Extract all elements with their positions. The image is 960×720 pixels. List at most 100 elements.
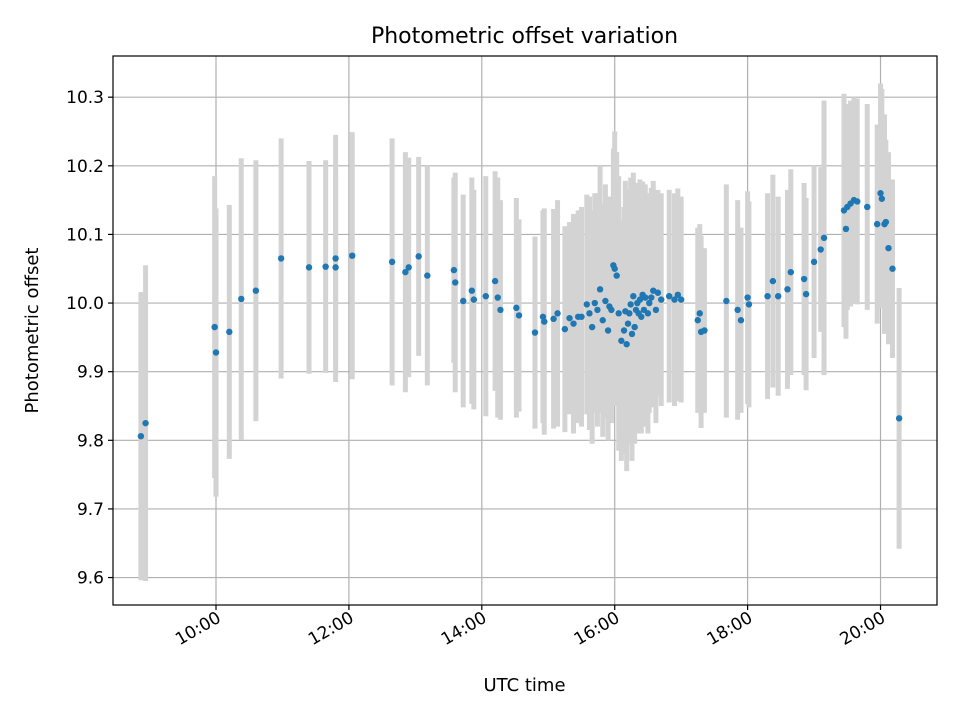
data-point bbox=[671, 296, 678, 303]
data-point bbox=[482, 292, 489, 300]
data-point bbox=[460, 297, 467, 305]
data-point bbox=[696, 310, 703, 317]
data-point bbox=[596, 286, 604, 293]
data-point bbox=[631, 323, 638, 331]
data-point bbox=[734, 306, 741, 314]
data-point bbox=[784, 286, 791, 293]
data-point bbox=[583, 301, 590, 308]
data-point bbox=[405, 264, 412, 271]
data-point bbox=[623, 341, 630, 348]
data-point-layer bbox=[137, 190, 903, 440]
data-point bbox=[648, 294, 655, 301]
y-tick-label: 10.2 bbox=[66, 157, 104, 177]
data-point bbox=[554, 310, 561, 317]
data-point bbox=[388, 258, 396, 266]
data-point bbox=[277, 255, 285, 262]
data-point bbox=[652, 306, 660, 314]
data-point bbox=[212, 349, 220, 356]
data-point bbox=[774, 292, 782, 300]
x-tick-label: 12:00 bbox=[305, 608, 357, 650]
data-point bbox=[626, 310, 633, 317]
data-point bbox=[402, 268, 409, 276]
data-point bbox=[611, 265, 618, 272]
data-point bbox=[618, 337, 625, 344]
y-tick-label: 9.7 bbox=[77, 500, 104, 520]
y-tick-label: 9.9 bbox=[77, 363, 104, 383]
data-point bbox=[561, 325, 569, 333]
data-point bbox=[764, 292, 771, 300]
data-point bbox=[666, 292, 673, 300]
data-point bbox=[654, 289, 662, 296]
data-point bbox=[802, 290, 810, 298]
data-point bbox=[677, 296, 685, 303]
data-point bbox=[800, 275, 808, 283]
data-point bbox=[628, 330, 636, 338]
data-point bbox=[820, 234, 828, 242]
data-point bbox=[694, 317, 701, 324]
data-point bbox=[864, 203, 871, 211]
data-point bbox=[620, 327, 628, 334]
data-point bbox=[842, 225, 850, 233]
data-point bbox=[630, 292, 637, 300]
data-point bbox=[889, 265, 896, 272]
data-point bbox=[895, 415, 903, 422]
data-point bbox=[745, 301, 753, 308]
data-point bbox=[332, 255, 339, 262]
x-axis-label: UTC time bbox=[483, 675, 565, 696]
data-point bbox=[238, 295, 245, 303]
error-bar-layer bbox=[138, 83, 902, 581]
data-point bbox=[644, 310, 652, 317]
data-point bbox=[497, 306, 504, 314]
data-point bbox=[882, 218, 890, 226]
y-axis-ticks: 9.6 9.7 9.8 9.9 10.0 10.1 10.2 10.3 bbox=[66, 88, 113, 589]
data-point bbox=[885, 244, 892, 252]
y-tick-label: 10.1 bbox=[66, 225, 104, 245]
x-tick-label: 20:00 bbox=[837, 608, 889, 650]
data-point bbox=[636, 296, 644, 303]
data-point bbox=[586, 310, 593, 317]
data-point bbox=[424, 272, 431, 279]
data-point bbox=[513, 304, 520, 312]
data-point bbox=[591, 299, 598, 307]
data-point bbox=[737, 317, 745, 324]
data-point bbox=[491, 277, 499, 285]
y-axis-label: Photometric offset bbox=[22, 248, 43, 414]
data-point bbox=[608, 306, 615, 314]
data-point bbox=[594, 306, 601, 314]
y-tick-label: 9.8 bbox=[77, 431, 104, 451]
data-point bbox=[539, 313, 547, 320]
data-point bbox=[541, 318, 548, 325]
data-point bbox=[604, 327, 612, 334]
data-point bbox=[252, 287, 260, 294]
data-point bbox=[515, 312, 523, 319]
chart-title: Photometric offset variation bbox=[371, 24, 678, 49]
data-point bbox=[588, 323, 596, 331]
data-point bbox=[877, 190, 884, 197]
data-point bbox=[817, 246, 824, 253]
x-tick-label: 16:00 bbox=[571, 608, 623, 650]
plot-area-frame bbox=[112, 55, 938, 606]
data-point bbox=[452, 279, 459, 286]
data-point bbox=[613, 272, 620, 279]
x-axis-ticks: 10:00 12:00 14:00 16:00 18:00 20:00 bbox=[172, 605, 889, 650]
data-point bbox=[531, 329, 539, 336]
x-tick-label: 18:00 bbox=[704, 608, 756, 650]
data-point bbox=[674, 291, 682, 299]
data-point bbox=[854, 198, 861, 205]
x-tick-label: 10:00 bbox=[172, 608, 224, 650]
data-point bbox=[599, 317, 606, 324]
data-point bbox=[137, 432, 145, 440]
data-point bbox=[878, 195, 886, 202]
y-tick-label: 10.3 bbox=[66, 88, 104, 108]
data-point bbox=[873, 220, 881, 228]
data-point bbox=[602, 297, 609, 305]
data-point bbox=[550, 315, 557, 323]
data-point bbox=[450, 266, 458, 274]
data-point bbox=[627, 301, 634, 308]
data-point bbox=[226, 328, 233, 336]
data-point bbox=[566, 314, 573, 322]
data-point bbox=[624, 320, 632, 327]
data-point bbox=[332, 264, 339, 271]
data-point bbox=[211, 323, 218, 331]
